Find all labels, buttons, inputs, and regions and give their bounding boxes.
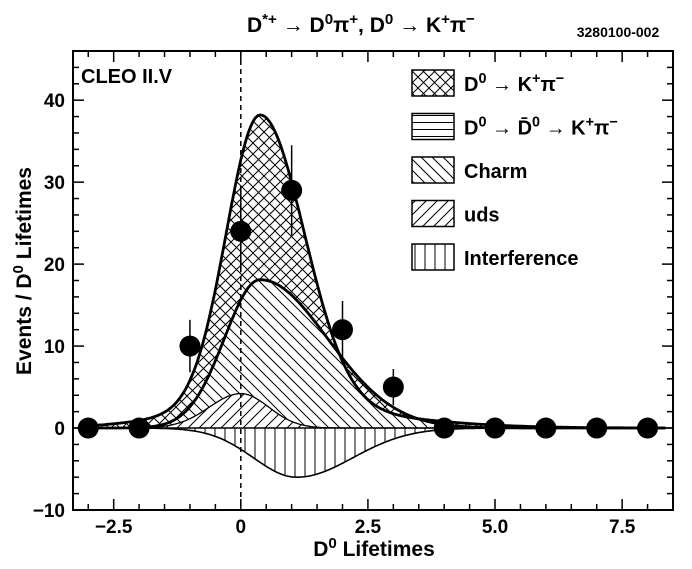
legend-label-uds: uds	[464, 205, 500, 227]
data-point	[586, 417, 608, 439]
x-tick-label: 0	[236, 517, 247, 538]
data-point	[535, 417, 557, 439]
chart-title: D*+ → D0π+, D0 → K+π−	[247, 11, 475, 38]
data-point	[230, 220, 252, 242]
dcsd-area	[83, 114, 666, 429]
legend-swatch-mixing	[411, 112, 455, 141]
legend-label-mixing: D0 → D̄0 → K+π−	[464, 115, 618, 140]
y-tick-label: −10	[33, 501, 65, 522]
legend-label-interference: Interference	[464, 248, 579, 270]
data-point	[484, 417, 506, 439]
y-tick-label: 40	[44, 91, 65, 112]
data-point	[637, 417, 659, 439]
y-tick-label: 20	[44, 255, 65, 276]
legend-swatch-dcsd	[411, 69, 455, 97]
y-tick-label: 0	[54, 419, 65, 440]
legend: D0 → K+π− D0 → D̄0 → K+π− Charm uds Interfer…	[411, 69, 618, 271]
x-axis-title: D0 Lifetimes	[313, 535, 435, 562]
dcsd-curve	[83, 113, 666, 430]
x-tick-label: 7.5	[609, 517, 636, 538]
x-tick-label: 2.5	[355, 517, 382, 538]
experiment-label: CLEO II.V	[81, 66, 173, 88]
legend-swatch-uds	[411, 199, 455, 228]
data-point	[128, 417, 150, 439]
legend-swatch-charm	[411, 156, 455, 184]
data-point	[179, 335, 201, 357]
y-tick-label: 10	[44, 337, 65, 358]
data-point	[331, 319, 353, 341]
legend-swatch-interference	[411, 243, 455, 271]
charm-area	[83, 279, 666, 428]
y-axis-title: Events / D0 Lifetimes	[10, 167, 37, 375]
y-tick-label: 30	[44, 173, 65, 194]
legend-label-dcsd: D0 → K+π−	[464, 71, 564, 96]
figure-id: 3280100-002	[577, 24, 660, 40]
data-point	[382, 376, 404, 398]
data-points	[77, 145, 659, 439]
interference-area	[83, 428, 666, 478]
legend-label-charm: Charm	[464, 161, 527, 183]
chart-title-text: D*+ → D0π+, D0 → K+π−	[247, 11, 475, 38]
x-tick-label: −2.5	[95, 517, 133, 538]
uds-area	[83, 393, 666, 428]
component-areas	[83, 114, 666, 478]
data-point	[433, 417, 455, 439]
data-point	[77, 417, 99, 439]
x-tick-label: 5.0	[482, 517, 508, 538]
data-point	[281, 179, 303, 201]
